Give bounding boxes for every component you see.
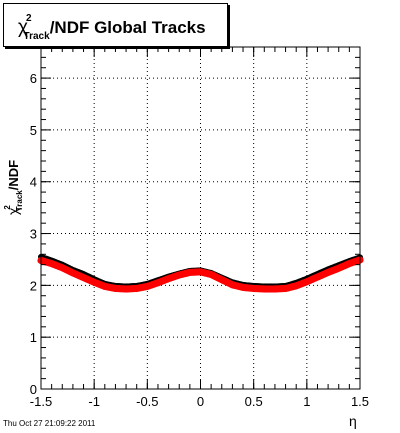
axis-ticks [40, 46, 361, 390]
x-tick-label: -1 [88, 394, 100, 409]
x-tick-label: 1.5 [351, 394, 369, 409]
x-tick-label: 0.5 [245, 394, 263, 409]
y-axis-label: χ2 Track/NDF [3, 159, 24, 215]
timestamp-footer: Thu Oct 27 21:09:22 2011 [3, 419, 96, 428]
y-tick-label: 4 [30, 175, 37, 190]
chart-title: χ2Track/NDF Global Tracks [18, 13, 206, 42]
plot-frame [40, 46, 361, 390]
x-tick-label: 0 [197, 394, 204, 409]
y-tick-label: 0 [30, 382, 37, 397]
tick-labels: -1.5 -1 -0.5 0 0.5 1 1.5 0 1 2 3 4 5 6 [30, 71, 369, 409]
series-1 [37, 256, 364, 293]
y-tick-label: 6 [30, 71, 37, 86]
x-axis-label: η [349, 413, 357, 429]
y-tick-label: 3 [30, 227, 37, 242]
y-tick-label: 2 [30, 278, 37, 293]
chart-title-box: χ2Track/NDF Global Tracks [3, 3, 228, 47]
data-layer [37, 253, 364, 293]
y-tick-label: 1 [30, 330, 37, 345]
y-tick-label: 5 [30, 123, 37, 138]
grid [41, 47, 360, 389]
x-tick-label: -0.5 [136, 394, 158, 409]
x-tick-label: 1 [303, 394, 310, 409]
x-tick-label: -1.5 [30, 394, 52, 409]
